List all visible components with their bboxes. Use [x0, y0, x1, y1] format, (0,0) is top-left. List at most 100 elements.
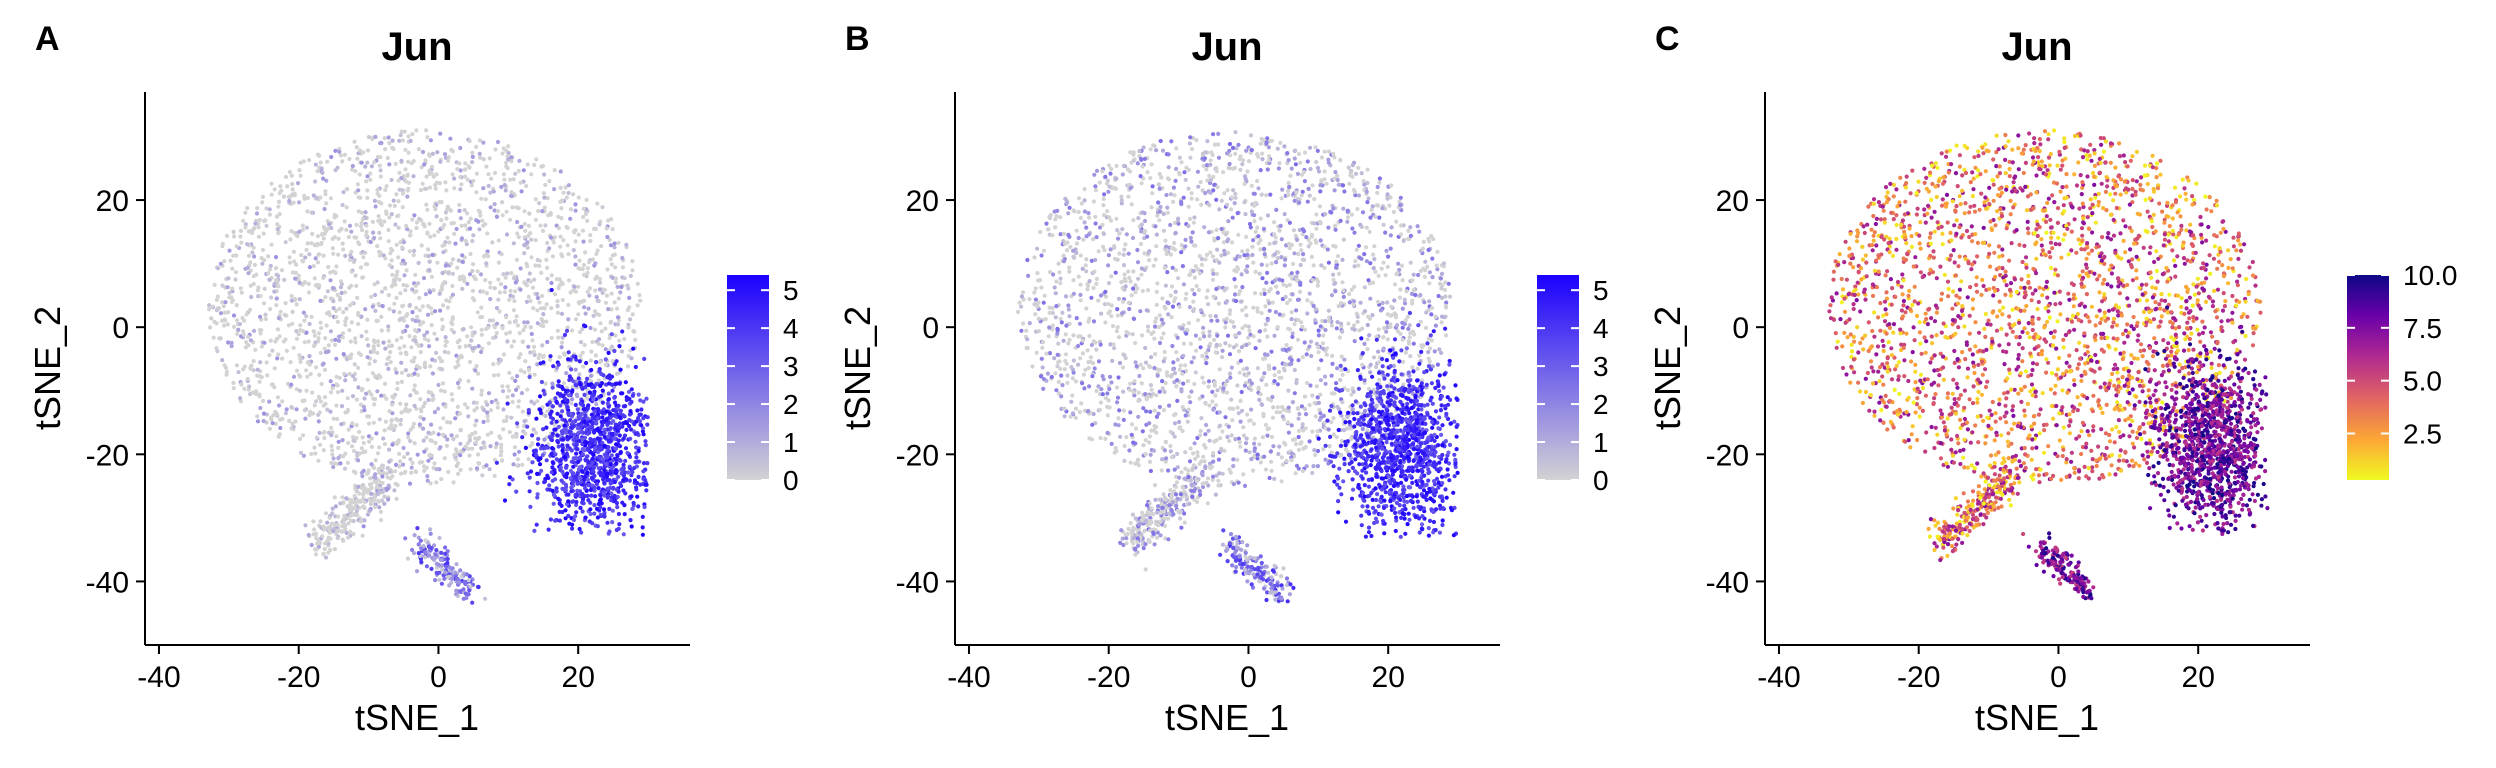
data-point — [564, 371, 569, 376]
data-point — [644, 396, 649, 401]
data-point — [387, 162, 392, 167]
data-point — [342, 152, 348, 157]
data-point — [550, 381, 555, 386]
data-point — [644, 488, 649, 493]
data-point — [596, 466, 602, 471]
data-point — [458, 441, 463, 446]
data-point — [545, 445, 551, 450]
data-point — [559, 429, 564, 434]
data-point — [1220, 471, 1225, 476]
data-point — [357, 429, 362, 434]
data-point — [582, 392, 587, 397]
data-point — [458, 467, 463, 473]
data-point — [397, 138, 402, 143]
data-point — [507, 330, 513, 335]
data-point — [438, 445, 443, 450]
data-point — [515, 219, 520, 225]
data-point — [287, 260, 293, 265]
data-point — [379, 480, 384, 485]
data-point — [1177, 155, 1182, 160]
data-point — [1258, 247, 1263, 252]
data-point — [465, 177, 470, 182]
data-point — [376, 499, 381, 504]
data-point — [372, 340, 377, 345]
data-point — [269, 295, 274, 300]
data-point — [543, 223, 548, 228]
data-point — [1258, 238, 1263, 243]
data-point — [351, 506, 356, 511]
data-point — [328, 379, 333, 384]
data-point — [610, 388, 615, 393]
data-point — [344, 187, 349, 192]
data-point — [550, 488, 555, 493]
data-point — [472, 423, 478, 428]
data-point — [470, 288, 475, 293]
data-point — [617, 381, 622, 386]
data-point — [526, 294, 531, 299]
data-point — [1027, 321, 1032, 326]
data-point — [571, 424, 576, 429]
data-point — [374, 431, 379, 436]
data-point — [595, 248, 600, 253]
data-point — [516, 399, 522, 404]
data-point — [352, 493, 357, 498]
data-point — [1367, 229, 1372, 234]
data-point — [329, 425, 334, 430]
colorbar-tick-label: 5 — [783, 275, 799, 306]
data-point — [400, 329, 406, 334]
data-point — [505, 384, 510, 389]
data-point — [336, 456, 341, 461]
data-point — [255, 288, 260, 293]
data-point — [399, 370, 404, 375]
data-point — [562, 332, 568, 337]
data-point — [231, 386, 236, 391]
data-point — [533, 217, 539, 222]
data-point — [585, 406, 590, 411]
data-point — [586, 403, 591, 408]
data-point — [1244, 313, 1249, 318]
data-point — [403, 368, 408, 373]
data-point — [607, 411, 613, 416]
data-point — [360, 249, 365, 254]
data-point — [386, 497, 391, 502]
data-point — [563, 427, 568, 432]
data-point — [583, 475, 588, 480]
chart-title: Jun — [1191, 25, 1262, 69]
data-point — [579, 423, 584, 428]
data-point — [1109, 380, 1114, 385]
data-point — [1185, 419, 1190, 424]
data-point — [341, 310, 346, 315]
data-point — [574, 382, 579, 388]
data-point — [412, 328, 418, 333]
data-point — [466, 164, 471, 169]
data-point — [470, 238, 475, 244]
data-point — [1140, 210, 1145, 215]
data-point — [355, 182, 360, 187]
data-point — [531, 427, 536, 432]
data-point — [557, 501, 562, 506]
data-point — [504, 232, 510, 237]
data-point — [330, 448, 335, 453]
data-point — [630, 312, 635, 317]
data-point — [612, 245, 617, 250]
data-point — [559, 340, 565, 345]
data-point — [532, 344, 537, 349]
data-point — [402, 129, 407, 134]
data-point — [579, 479, 584, 484]
data-point — [437, 577, 442, 583]
data-point — [427, 185, 432, 190]
data-point — [559, 198, 565, 203]
data-point — [1103, 436, 1108, 441]
data-point — [1269, 138, 1274, 143]
data-point — [375, 280, 380, 285]
data-point — [363, 307, 368, 312]
data-point — [492, 373, 497, 378]
data-point — [386, 328, 391, 333]
data-point — [420, 149, 426, 155]
data-point — [1240, 285, 1245, 290]
data-point — [354, 423, 359, 428]
data-point — [439, 557, 444, 562]
data-point — [377, 505, 382, 510]
data-point — [230, 286, 235, 291]
data-point — [378, 141, 383, 146]
